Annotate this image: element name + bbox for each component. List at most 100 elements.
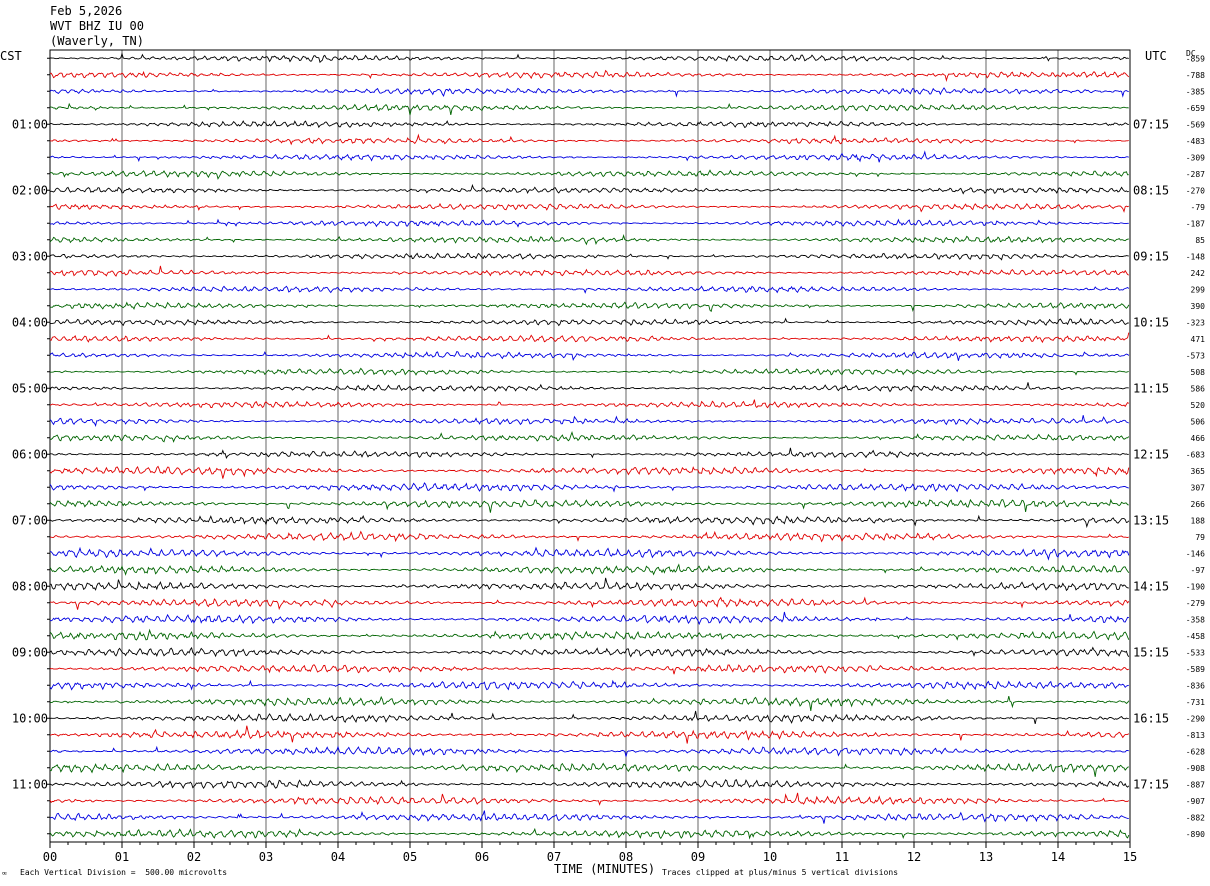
dc-offset-value: -890 [1186,830,1205,839]
trace-row [49,332,1130,344]
dc-offset-value: 506 [1191,417,1206,426]
trace-row [49,628,1130,641]
x-tick-label: 00 [43,850,57,864]
trace-row [49,252,1129,261]
trace-row [49,546,1130,561]
dc-offset-value: -79 [1191,203,1206,212]
trace-row [49,792,1130,806]
trace-row [49,482,1129,493]
x-tick-label: 07 [547,850,561,864]
dc-offset-value: -908 [1186,764,1205,773]
trace-row [49,710,1129,725]
dc-offset-value: -887 [1186,780,1205,789]
trace-row [49,69,1130,83]
right-hour-label: 11:15 [1133,381,1169,395]
trace-row [49,596,1130,611]
dc-offset-value: -385 [1186,87,1205,96]
trace-row [49,415,1129,427]
dc-offset-value: -97 [1191,566,1206,575]
dc-offset-value: -788 [1186,71,1205,80]
trace-row [49,399,1130,409]
x-tick-label: 05 [403,850,417,864]
dc-offset-value: -836 [1186,681,1205,690]
dc-offset-value: -569 [1186,120,1205,129]
dc-offset-value: -589 [1186,665,1205,674]
vertical-division-note: Each Vertical Division = 500.00 microvol… [20,868,228,877]
dc-offset-value: 307 [1191,483,1206,492]
trace-row [49,514,1130,529]
dc-offset-value: 188 [1191,516,1206,525]
dc-offset-value: 85 [1195,236,1205,245]
trace-row [49,664,1130,675]
x-tick-label: 11 [835,850,849,864]
x-tick-label: 09 [691,850,705,864]
grid-layer [47,49,1131,848]
dc-offset-value: 242 [1191,269,1206,278]
trace-row [49,430,1130,443]
x-tick-label: 06 [475,850,489,864]
dc-offset-value: -458 [1186,632,1205,641]
trace-row [49,745,1129,757]
trace-row [49,695,1130,711]
dc-offset-value: -148 [1186,252,1205,261]
x-axis-title: TIME (MINUTES) [554,862,656,876]
trace-row [49,265,1130,277]
trace-row [49,779,1130,790]
trace-row [49,563,1130,576]
dc-offset-value: -659 [1186,104,1205,113]
trace-row [49,577,1129,592]
trace-row [49,810,1129,824]
trace-row [49,234,1129,246]
left-hour-label: 03:00 [12,249,48,263]
dc-offset-value: -146 [1186,549,1205,558]
dc-offset-value: -533 [1186,648,1205,657]
x-tick-label: 13 [979,850,993,864]
dc-offset-value: -358 [1186,615,1205,624]
dc-offset-value: 586 [1191,384,1206,393]
right-hour-label: 10:15 [1133,315,1169,329]
dc-offset-value: -279 [1186,599,1205,608]
left-hour-label: 04:00 [12,315,48,329]
dc-offset-value: -309 [1186,153,1205,162]
left-hour-label: 07:00 [12,513,48,527]
trace-row [49,827,1130,840]
dc-offset-value: -483 [1186,137,1205,146]
right-hour-label: 09:15 [1133,249,1169,263]
right-hour-label: 17:15 [1133,777,1169,791]
left-hour-label: 10:00 [12,711,48,725]
trace-row [49,465,1130,479]
station-code: WVT BHZ IU 00 [50,19,144,33]
right-hour-label: 07:15 [1133,117,1169,131]
x-tick-label: 04 [331,850,345,864]
dc-offset-value: 299 [1191,285,1206,294]
trace-row [49,679,1129,691]
trace-row [49,102,1129,116]
dc-offset-value: -907 [1186,797,1205,806]
dc-label: DC [1186,49,1196,58]
dc-offset-value: 520 [1191,401,1206,410]
left-hour-label: 06:00 [12,447,48,461]
left-hour-label: 02:00 [12,183,48,197]
trace-row [49,762,1129,777]
left-hour-label: 11:00 [12,777,48,791]
trace-row [49,351,1130,361]
dc-offset-value: -187 [1186,219,1205,228]
x-tick-label: 12 [907,850,921,864]
dc-offset-value: -813 [1186,731,1205,740]
right-hour-label: 15:15 [1133,645,1169,659]
x-tick-label: 03 [259,850,273,864]
dc-offset-value: -683 [1186,450,1205,459]
dc-offset-value: 266 [1191,500,1206,509]
x-tick-label: 15 [1123,850,1137,864]
trace-row [49,498,1129,513]
dc-offset-value: -882 [1186,813,1205,822]
right-hour-label: 16:15 [1133,711,1169,725]
dc-offset-value: -859 [1186,54,1205,63]
trace-row [49,317,1129,327]
dc-offset-value: -573 [1186,351,1205,360]
trace-row [49,150,1129,163]
plot-date: Feb 5,2026 [50,4,123,18]
right-hour-label: 12:15 [1133,447,1169,461]
x-tick-label: 14 [1051,850,1065,864]
